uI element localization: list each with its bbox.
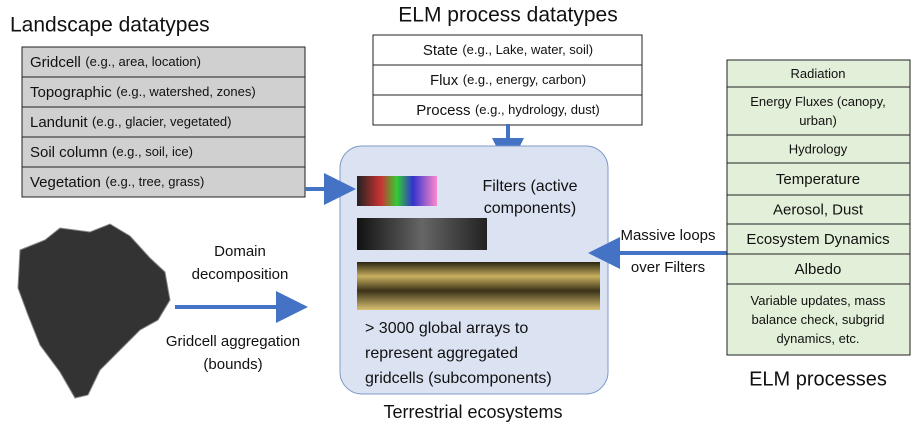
process-text: balance check, subgrid bbox=[752, 312, 885, 327]
process-text: Hydrology bbox=[789, 141, 848, 156]
process-text: dynamics, etc. bbox=[776, 331, 859, 346]
aggregation-text: (bounds) bbox=[203, 356, 262, 373]
filters-text: Filters (active bbox=[482, 178, 577, 195]
ecosystem-title: Terrestrial ecosystems bbox=[383, 402, 562, 422]
row-name: Topographic bbox=[30, 84, 112, 101]
row-note: (e.g., soil, ice) bbox=[112, 144, 193, 159]
row-note: (e.g., area, location) bbox=[85, 54, 201, 69]
domain-text: Domain bbox=[214, 243, 266, 260]
row-text: Vegetation (e.g., tree, grass) bbox=[30, 174, 204, 191]
row-name: Landunit bbox=[30, 114, 88, 131]
arrays-text: gridcells (subcomponents) bbox=[365, 370, 552, 387]
process-text: urban) bbox=[799, 113, 837, 128]
aggregation-text: Gridcell aggregation bbox=[166, 333, 300, 350]
arrays-text: > 3000 global arrays to bbox=[365, 320, 528, 337]
row-name: Vegetation bbox=[30, 174, 101, 191]
process-text: Radiation bbox=[791, 66, 846, 81]
process-text: Temperature bbox=[776, 171, 860, 188]
row-text: Flux (e.g., energy, carbon) bbox=[430, 72, 586, 89]
array-image bbox=[357, 262, 600, 310]
row-name: Process bbox=[416, 102, 470, 119]
map bbox=[18, 224, 170, 398]
row-name: Gridcell bbox=[30, 54, 81, 71]
row-text: Topographic (e.g., watershed, zones) bbox=[30, 84, 256, 101]
row-name: Soil column bbox=[30, 144, 108, 161]
diagram: Landscape datatypes Gridcell (e.g., area… bbox=[0, 0, 915, 431]
arrays-text: represent aggregated bbox=[365, 345, 518, 362]
row-text: Landunit (e.g., glacier, vegetated) bbox=[30, 114, 232, 131]
process-text: Energy Fluxes (canopy, bbox=[750, 94, 886, 109]
processes-title: ELM processes bbox=[749, 368, 887, 390]
process-text: Ecosystem Dynamics bbox=[746, 231, 889, 248]
row-note: (e.g., energy, carbon) bbox=[463, 72, 586, 87]
process-text: Albedo bbox=[795, 261, 842, 278]
loops-text: over Filters bbox=[631, 259, 705, 276]
row-note: (e.g., watershed, zones) bbox=[116, 84, 255, 99]
array-image bbox=[357, 218, 487, 250]
row-name: Flux bbox=[430, 72, 459, 89]
domain-text: decomposition bbox=[192, 266, 289, 283]
row-text: Gridcell (e.g., area, location) bbox=[30, 54, 201, 71]
row-note: (e.g., hydrology, dust) bbox=[475, 102, 600, 117]
row-note: (e.g., Lake, water, soil) bbox=[462, 42, 593, 57]
array-image bbox=[357, 176, 437, 206]
process-datatypes-title: ELM process datatypes bbox=[398, 4, 617, 27]
process-text: Variable updates, mass bbox=[751, 293, 886, 308]
landscape-title: Landscape datatypes bbox=[10, 14, 210, 37]
loops-text: Massive loops bbox=[620, 227, 715, 244]
row-text: State (e.g., Lake, water, soil) bbox=[423, 42, 593, 59]
row-text: Process (e.g., hydrology, dust) bbox=[416, 102, 599, 119]
process-text: Aerosol, Dust bbox=[773, 201, 864, 218]
row-text: Soil column (e.g., soil, ice) bbox=[30, 144, 193, 161]
filters-text: components) bbox=[484, 200, 577, 217]
row-name: State bbox=[423, 42, 458, 59]
row-note: (e.g., glacier, vegetated) bbox=[92, 114, 231, 129]
row-note: (e.g., tree, grass) bbox=[105, 174, 204, 189]
